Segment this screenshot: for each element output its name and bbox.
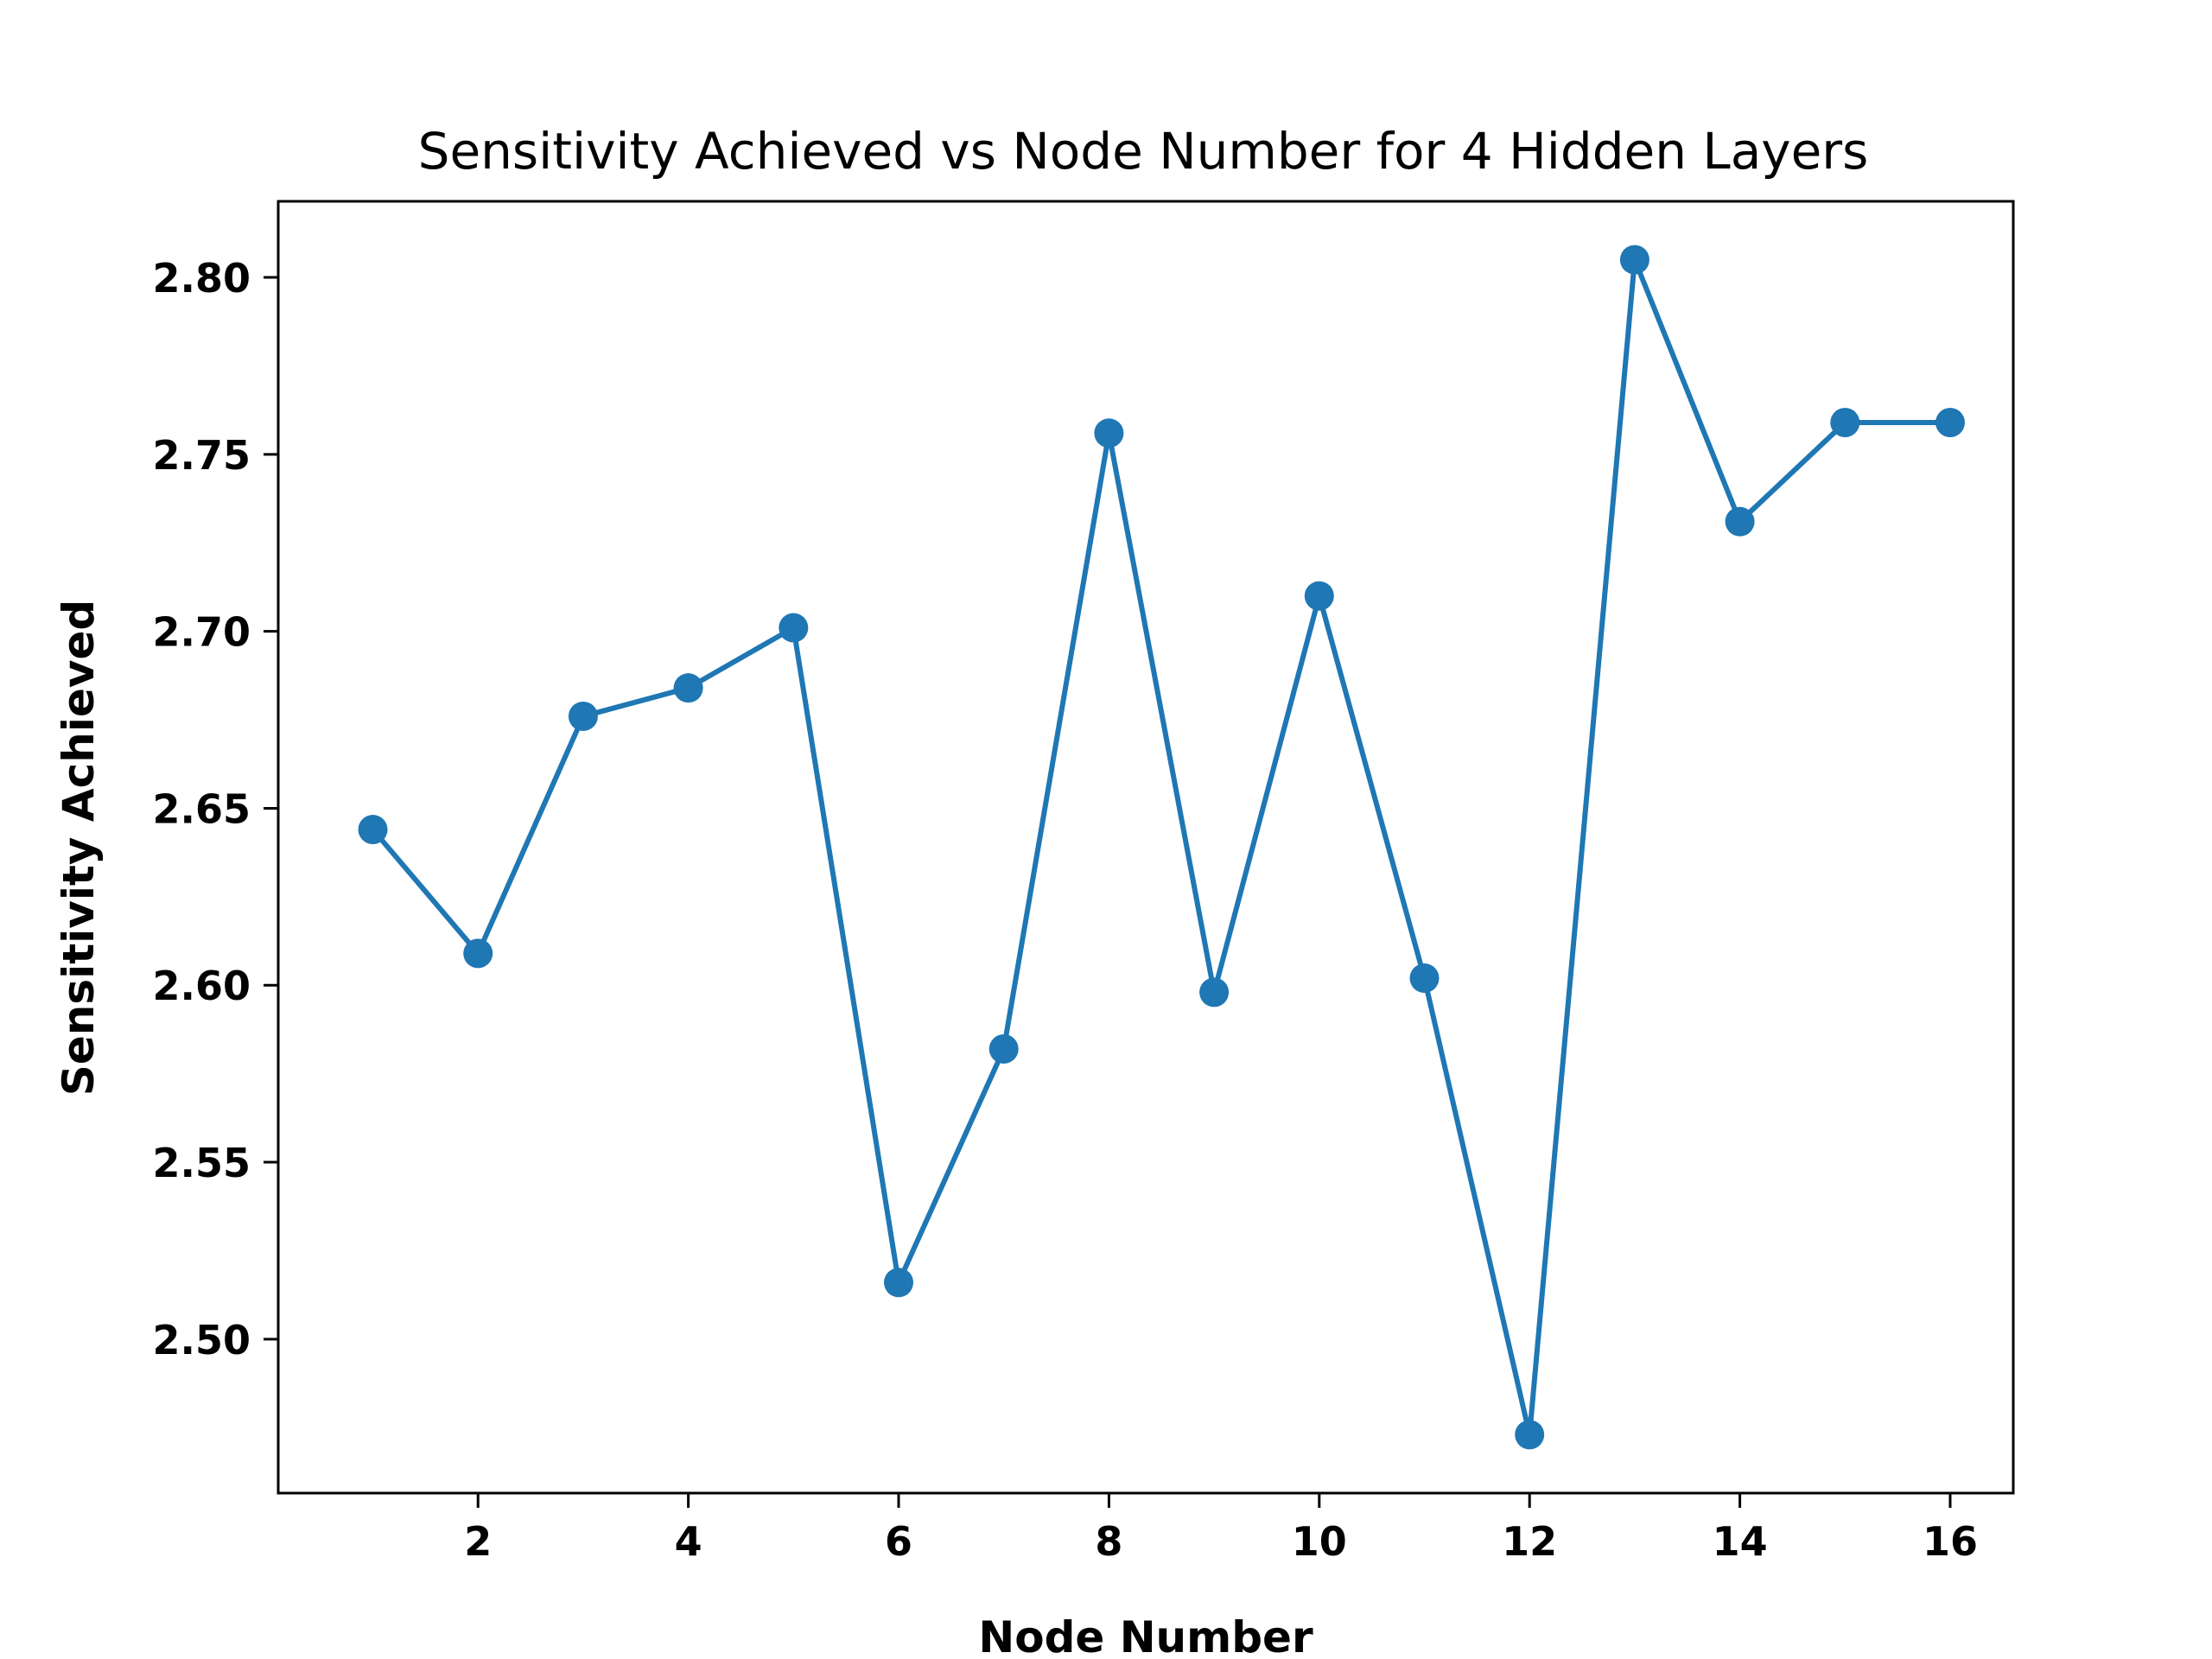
y-tick-label: 2.80 [153,255,251,302]
data-point [358,815,388,845]
x-axis-label: Node Number [978,1612,1313,1659]
x-tick-label: 12 [1502,1518,1557,1565]
x-tick-label: 10 [1292,1518,1347,1565]
x-tick-label: 8 [1095,1518,1122,1565]
y-tick-label: 2.70 [153,609,251,656]
data-point [988,1033,1019,1064]
y-tick-label: 2.65 [153,785,251,832]
data-point [1409,963,1440,994]
data-point [1304,581,1334,611]
x-tick-label: 16 [1923,1518,1978,1565]
y-tick-label: 2.55 [153,1140,251,1186]
data-point [1619,245,1649,275]
y-axis-label: Sensitivity Achieved [54,600,104,1096]
x-axis-ticks: 2 4 6 8 10 12 14 16 [464,1493,1978,1565]
data-point [1725,506,1755,537]
series-layer [358,245,1965,1450]
data-point [463,938,493,969]
data-point [1094,418,1124,448]
data-point [1199,977,1230,1007]
chart-title: Sensitivity Achieved vs Node Number for … [418,122,1869,181]
y-axis-ticks: 2.50 2.55 2.60 2.65 2.70 2.75 2.80 [153,255,278,1363]
plot-area-frame [276,200,2015,1495]
x-tick-label: 14 [1713,1518,1768,1565]
x-tick-label: 6 [885,1518,912,1565]
data-point [779,613,809,643]
y-tick-label: 2.75 [153,432,251,479]
data-point [568,701,598,731]
x-tick-label: 4 [675,1518,702,1565]
data-point [673,673,703,703]
data-point [1830,407,1860,437]
y-tick-label: 2.50 [153,1317,251,1363]
data-point [1515,1420,1545,1450]
series-line [371,257,1950,1438]
data-point [884,1268,914,1298]
x-tick-label: 2 [464,1518,492,1565]
data-point [1935,407,1965,437]
y-tick-label: 2.60 [153,963,251,1009]
